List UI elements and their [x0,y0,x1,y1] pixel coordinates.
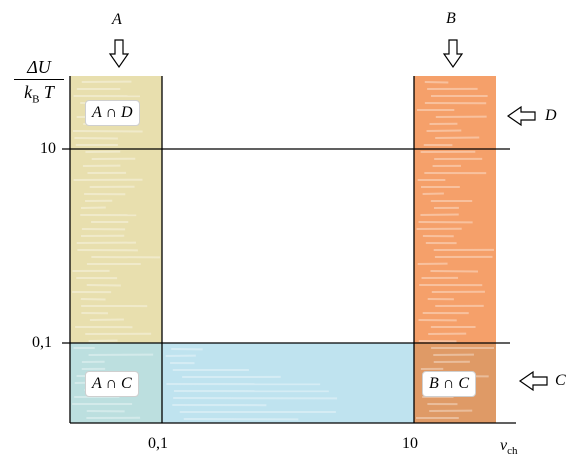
arrow-label-a: A [112,11,122,28]
region-label-a-and-d: A ∩ D [85,100,140,126]
t-text: T [43,82,54,102]
k-text: k [24,82,33,102]
arrow-left-c-icon [518,370,548,392]
arrow-label-c: C [555,372,566,389]
region-label-a-and-c: A ∩ C [85,371,139,397]
y-tick-10: 10 [40,140,56,157]
arrow-label-b: B [446,10,456,27]
x-axis-label: vch [500,438,518,457]
y-tick-0-1: 0,1 [32,334,52,351]
region-label-b-and-c: B ∩ C [422,371,476,397]
y-axis-label-denominator: kB T [14,80,64,106]
region-b [414,76,496,343]
ch-subscript: ch [507,445,518,458]
x-tick-10: 10 [402,435,418,452]
y-axis-label: ΔU kB T [14,58,64,106]
v-text: v [500,437,508,454]
x-tick-0-1: 0,1 [148,435,168,452]
y-axis-label-numerator: ΔU [14,58,64,80]
arrow-down-a-icon [108,39,130,69]
arrow-left-d-icon [506,105,536,127]
region-c [162,343,414,423]
arrow-label-d: D [545,107,557,124]
b-subscript: B [32,93,40,106]
arrow-down-b-icon [442,39,464,69]
delta-u-text: ΔU [27,57,51,77]
